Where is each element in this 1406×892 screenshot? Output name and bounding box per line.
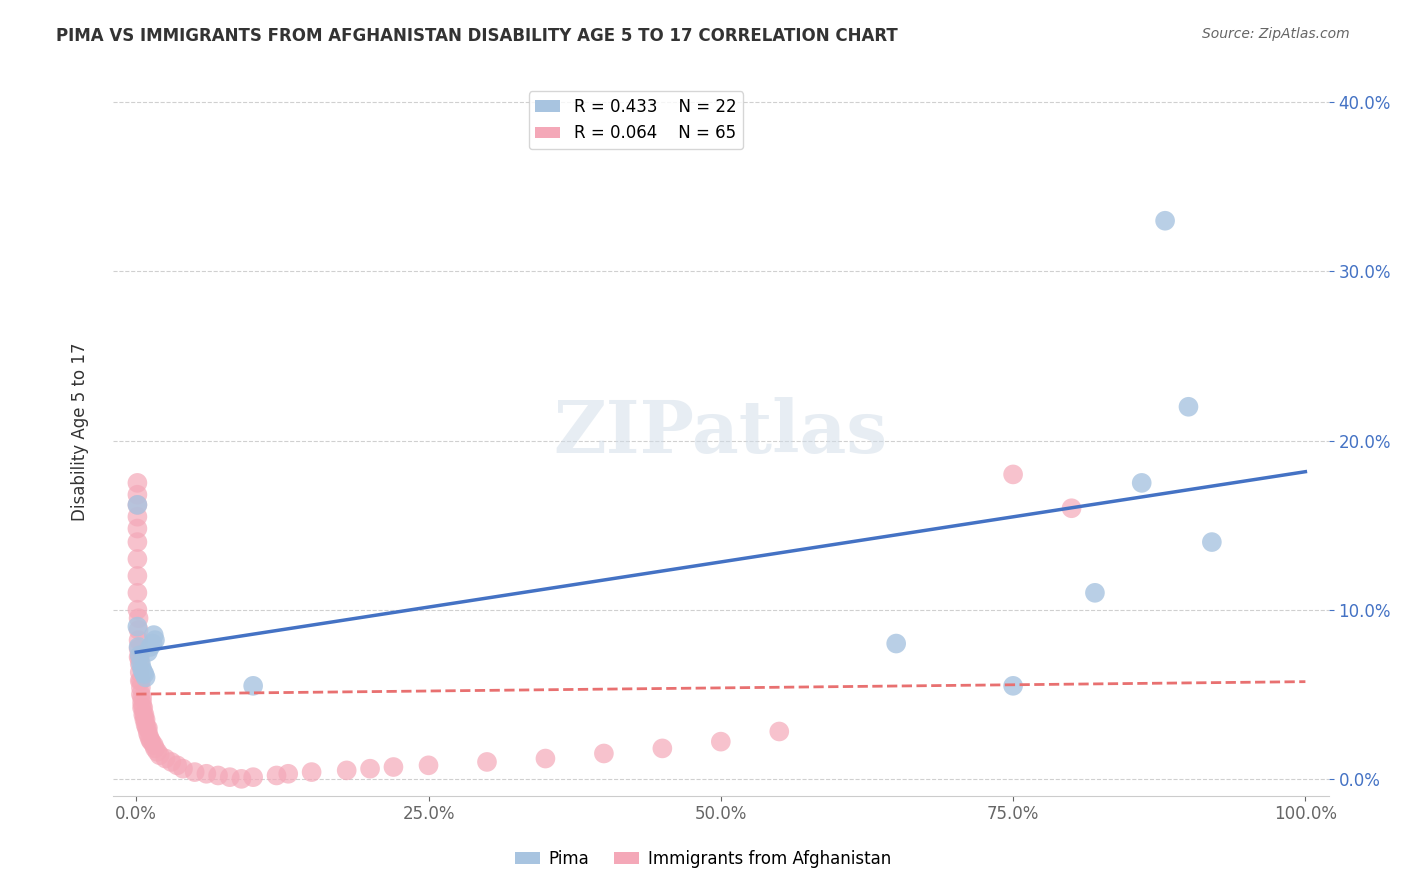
Immigrants from Afghanistan	[146, 745, 169, 759]
Immigrants from Afghanistan	[155, 751, 177, 765]
Pima	[242, 679, 264, 693]
Pima	[139, 640, 162, 654]
Immigrants from Afghanistan	[132, 707, 155, 722]
Immigrants from Afghanistan	[128, 650, 150, 665]
Immigrants from Afghanistan	[129, 681, 152, 695]
Immigrants from Afghanistan	[138, 730, 160, 744]
Immigrants from Afghanistan	[127, 552, 149, 566]
Immigrants from Afghanistan	[768, 724, 790, 739]
Pima	[132, 665, 155, 680]
Pima	[128, 648, 150, 663]
Pima	[1154, 213, 1177, 227]
Immigrants from Afghanistan	[134, 707, 156, 722]
Pima	[142, 628, 165, 642]
Immigrants from Afghanistan	[301, 765, 323, 780]
Immigrants from Afghanistan	[207, 768, 229, 782]
Immigrants from Afghanistan	[127, 522, 149, 536]
Immigrants from Afghanistan	[593, 747, 616, 761]
Immigrants from Afghanistan	[131, 696, 153, 710]
Immigrants from Afghanistan	[127, 498, 149, 512]
Pima	[136, 645, 159, 659]
Immigrants from Afghanistan	[128, 665, 150, 680]
Pima	[1201, 535, 1223, 549]
Immigrants from Afghanistan	[1002, 467, 1025, 482]
Text: PIMA VS IMMIGRANTS FROM AFGHANISTAN DISABILITY AGE 5 TO 17 CORRELATION CHART: PIMA VS IMMIGRANTS FROM AFGHANISTAN DISA…	[56, 27, 898, 45]
Pima	[143, 633, 166, 648]
Immigrants from Afghanistan	[266, 768, 288, 782]
Pima	[142, 636, 165, 650]
Pima	[127, 620, 149, 634]
Immigrants from Afghanistan	[128, 673, 150, 688]
Pima	[128, 640, 150, 654]
Immigrants from Afghanistan	[195, 766, 218, 780]
Pima	[127, 498, 149, 512]
Immigrants from Afghanistan	[132, 701, 155, 715]
Y-axis label: Disability Age 5 to 17: Disability Age 5 to 17	[72, 343, 89, 522]
Legend: R = 0.433    N = 22, R = 0.064    N = 65: R = 0.433 N = 22, R = 0.064 N = 65	[529, 91, 742, 149]
Immigrants from Afghanistan	[128, 633, 150, 648]
Immigrants from Afghanistan	[127, 535, 149, 549]
Immigrants from Afghanistan	[359, 762, 381, 776]
Immigrants from Afghanistan	[160, 755, 183, 769]
Immigrants from Afghanistan	[143, 741, 166, 756]
Immigrants from Afghanistan	[129, 687, 152, 701]
Pima	[131, 662, 153, 676]
Immigrants from Afghanistan	[172, 762, 194, 776]
Immigrants from Afghanistan	[135, 721, 157, 735]
Immigrants from Afghanistan	[128, 641, 150, 656]
Immigrants from Afghanistan	[127, 603, 149, 617]
Immigrants from Afghanistan	[135, 713, 157, 727]
Pima	[129, 657, 152, 671]
Immigrants from Afghanistan	[475, 755, 498, 769]
Immigrants from Afghanistan	[128, 657, 150, 671]
Immigrants from Afghanistan	[129, 673, 152, 688]
Immigrants from Afghanistan	[139, 733, 162, 747]
Immigrants from Afghanistan	[128, 623, 150, 637]
Immigrants from Afghanistan	[218, 770, 240, 784]
Text: Source: ZipAtlas.com: Source: ZipAtlas.com	[1202, 27, 1350, 41]
Immigrants from Afghanistan	[183, 765, 205, 780]
Legend: Pima, Immigrants from Afghanistan: Pima, Immigrants from Afghanistan	[509, 844, 897, 875]
Immigrants from Afghanistan	[242, 770, 264, 784]
Pima	[1130, 475, 1153, 490]
Pima	[135, 670, 157, 684]
Immigrants from Afghanistan	[141, 734, 163, 748]
Pima	[1177, 400, 1199, 414]
Immigrants from Afghanistan	[382, 760, 405, 774]
Immigrants from Afghanistan	[136, 721, 159, 735]
Immigrants from Afghanistan	[142, 738, 165, 752]
Immigrants from Afghanistan	[166, 758, 188, 772]
Immigrants from Afghanistan	[231, 772, 253, 786]
Immigrants from Afghanistan	[135, 717, 157, 731]
Immigrants from Afghanistan	[418, 758, 440, 772]
Pima	[1084, 586, 1107, 600]
Immigrants from Afghanistan	[651, 741, 673, 756]
Immigrants from Afghanistan	[131, 690, 153, 705]
Immigrants from Afghanistan	[127, 569, 149, 583]
Immigrants from Afghanistan	[534, 751, 557, 765]
Pima	[1002, 679, 1025, 693]
Immigrants from Afghanistan	[336, 764, 359, 778]
Immigrants from Afghanistan	[127, 475, 149, 490]
Pima	[884, 636, 907, 650]
Text: ZIPatlas: ZIPatlas	[554, 397, 887, 467]
Immigrants from Afghanistan	[710, 734, 733, 748]
Immigrants from Afghanistan	[127, 509, 149, 524]
Immigrants from Afghanistan	[127, 488, 149, 502]
Immigrants from Afghanistan	[134, 713, 156, 727]
Immigrants from Afghanistan	[149, 748, 172, 763]
Immigrants from Afghanistan	[1060, 501, 1083, 516]
Immigrants from Afghanistan	[131, 701, 153, 715]
Immigrants from Afghanistan	[128, 611, 150, 625]
Immigrants from Afghanistan	[136, 726, 159, 740]
Immigrants from Afghanistan	[128, 650, 150, 665]
Immigrants from Afghanistan	[127, 586, 149, 600]
Pima	[134, 667, 156, 681]
Immigrants from Afghanistan	[277, 766, 299, 780]
